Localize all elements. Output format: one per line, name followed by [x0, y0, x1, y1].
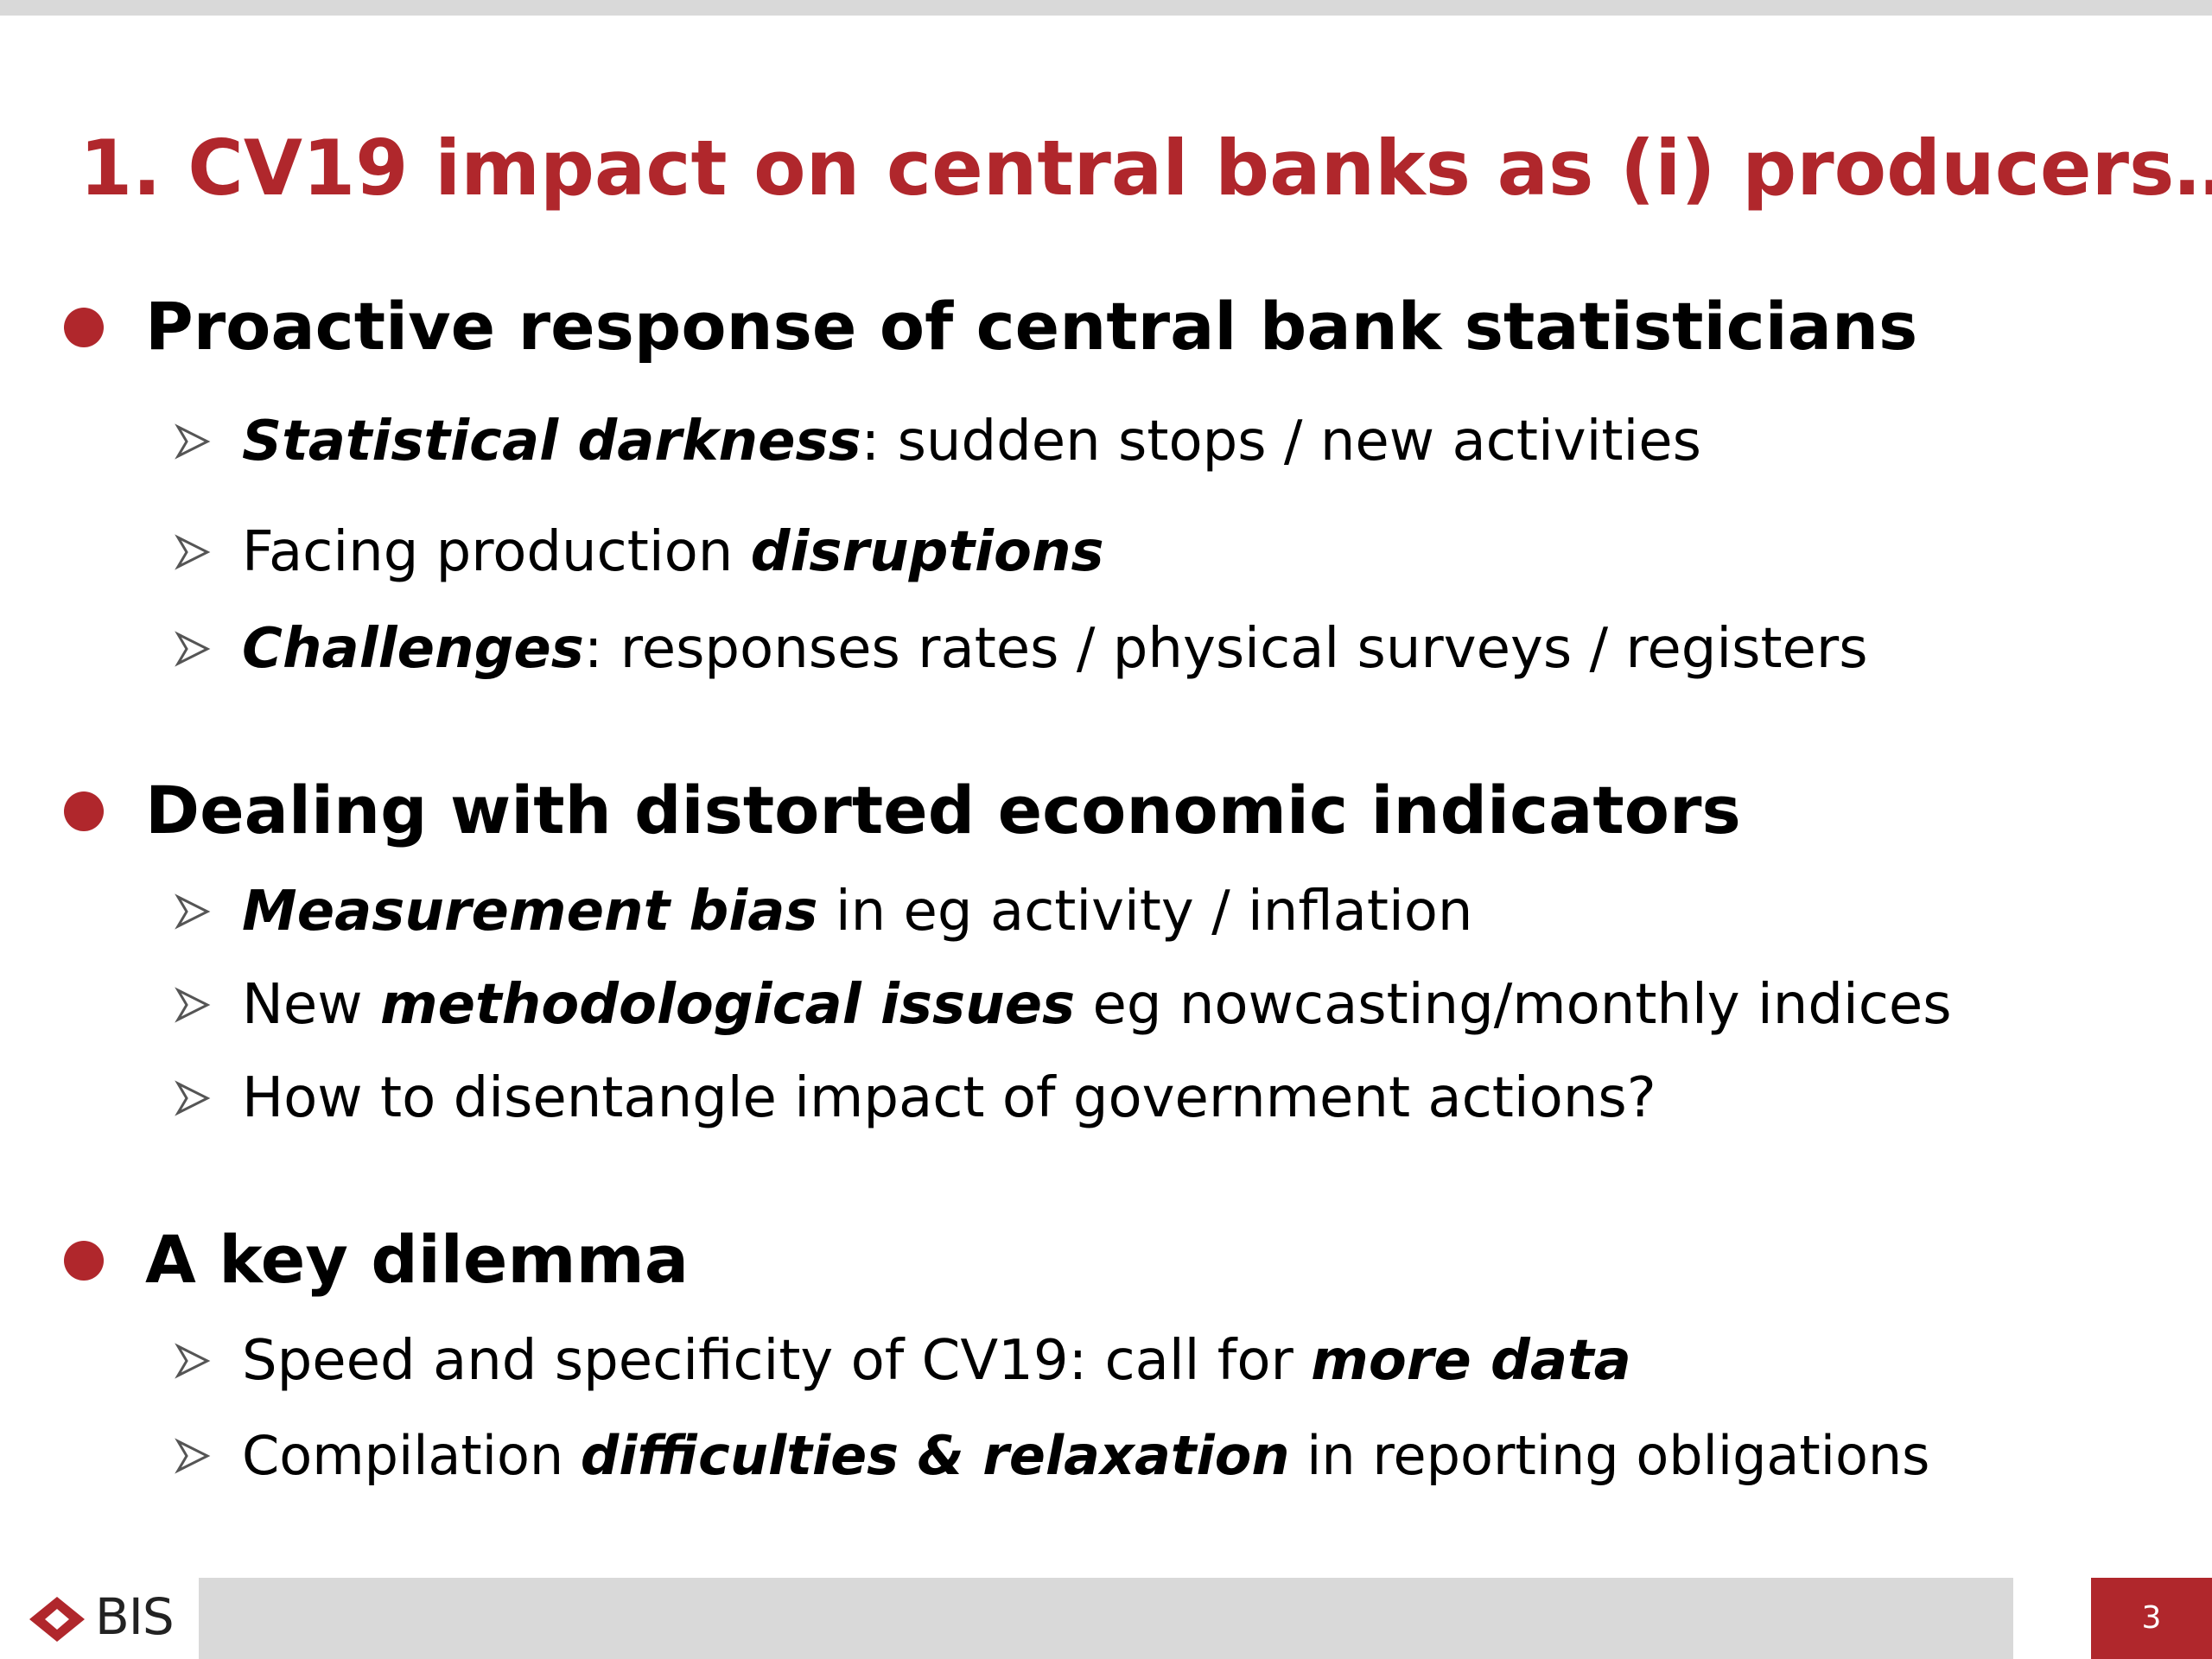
sub-item-2-3: How to disentangle impact of government … [242, 1059, 1656, 1137]
arrow-bullet-icon [175, 1080, 211, 1116]
arrow-bullet-icon [175, 423, 211, 460]
item-text: Facing production [242, 520, 751, 584]
sub-item-1-1: Statistical darkness: sudden stops / new… [242, 403, 1701, 480]
section-heading-2: Dealing with distorted economic indicato… [145, 772, 1741, 849]
sub-item-1-3: Challenges: responses rates / physical s… [242, 610, 1868, 688]
sub-item-2-2: New methodological issues eg nowcasting/… [242, 966, 1952, 1044]
emphasis-text: Measurement bias [242, 880, 818, 944]
sub-item-2-1: Measurement bias in eg activity / inflat… [242, 873, 1472, 950]
item-text: Speed and specificity of CV19: call for [242, 1329, 1312, 1393]
bullet-dot-1 [64, 308, 104, 347]
sub-item-3-2: Compilation difficulties & relaxation in… [242, 1417, 1930, 1495]
sub-item-3-1: Speed and specificity of CV19: call for … [242, 1322, 1631, 1400]
bullet-dot-2 [64, 791, 104, 831]
emphasis-text: methodological issues [379, 973, 1076, 1037]
arrow-bullet-icon [175, 631, 211, 667]
emphasis-text: disruptions [750, 520, 1104, 584]
page-number: 3 [2091, 1578, 2212, 1659]
logo-text: BIS [95, 1587, 175, 1646]
item-text: eg nowcasting/monthly indices [1075, 973, 1952, 1037]
footer-bar [199, 1578, 2013, 1659]
arrow-bullet-icon [175, 987, 211, 1023]
item-text: in eg activity / inflation [817, 880, 1473, 944]
top-divider-bar [0, 0, 2212, 16]
section-heading-3: A key dilemma [145, 1221, 690, 1298]
section-heading-1: Proactive response of central bank stati… [145, 288, 1918, 365]
emphasis-text: Statistical darkness [242, 410, 861, 474]
bullet-dot-3 [64, 1241, 104, 1281]
item-text: New [242, 973, 380, 1037]
item-text: How to disentangle impact of government … [242, 1066, 1656, 1130]
bis-logo-icon [29, 1597, 85, 1642]
emphasis-text: difficulties & relaxation [580, 1424, 1290, 1487]
item-text: Compilation [242, 1424, 581, 1487]
emphasis-text: Challenges [242, 617, 584, 681]
arrow-bullet-icon [175, 893, 211, 930]
item-text: : sudden stops / new activities [861, 410, 1701, 474]
emphasis-text: more data [1311, 1329, 1631, 1393]
sub-item-1-2: Facing production disruptions [242, 513, 1104, 591]
arrow-bullet-icon [175, 1343, 211, 1379]
arrow-bullet-icon [175, 1438, 211, 1474]
item-text: : responses rates / physical surveys / r… [583, 617, 1868, 681]
slide-title: 1. CV19 impact on central banks as (i) p… [79, 124, 2212, 213]
item-text: in reporting obligations [1289, 1424, 1930, 1487]
arrow-bullet-icon [175, 534, 211, 570]
